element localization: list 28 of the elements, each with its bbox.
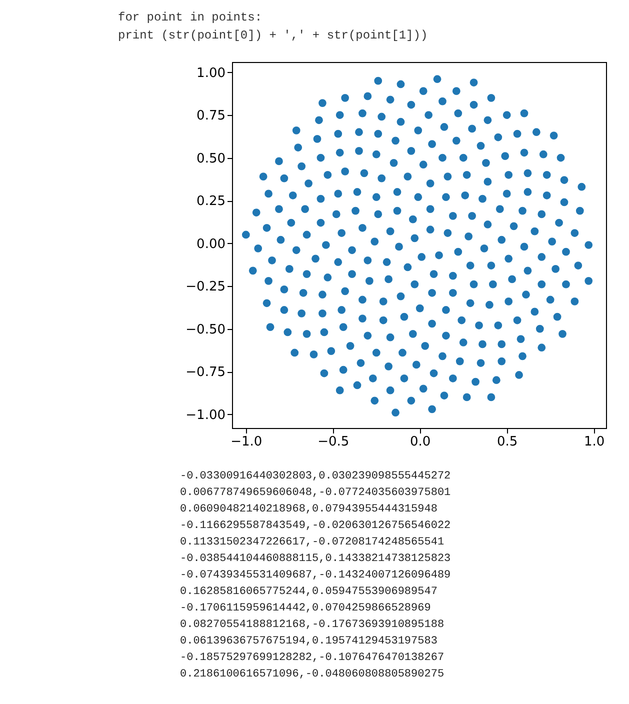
x-tick-label: 0.5 (497, 434, 518, 450)
text: 0.06090482140218968,0.07943955444315948 (180, 503, 438, 516)
x-tick-label: 0.0 (410, 434, 431, 450)
y-tick-label: 0.50 (196, 151, 226, 166)
y-tick-label: −0.75 (186, 365, 226, 380)
y-tick-label: 0.75 (196, 108, 226, 124)
text: -0.038544104460888115,0.14338214738125823 (180, 552, 451, 565)
y-tick-label: −1.00 (186, 408, 226, 423)
text: 0.2186100616571096,-0.048060808805890275 (180, 668, 444, 680)
text: -0.18575297699128282,-0.1076476470138267 (180, 652, 444, 664)
text: -0.07439345531409687,-0.14324007126096489 (180, 569, 451, 582)
text: 0.16285816065775244,0.05947553906989547 (180, 586, 438, 598)
y-tick-label: −0.50 (186, 322, 226, 338)
text: 0.11331502347226617,-0.07208174248565541 (180, 536, 444, 548)
text: 0.06139636757675194,0.19574129453197583 (180, 635, 438, 648)
x-tick-label: −1.0 (230, 434, 262, 450)
y-tick-label: 0.00 (196, 236, 226, 252)
y-tick-label: 1.00 (196, 66, 226, 81)
text: -0.1166295587843549,-0.020630126756546022 (180, 520, 451, 532)
text: 0.08270554188812168,-0.17673693910895188 (180, 618, 444, 631)
text: 0.006778749659606048,-0.07724035603975801 (180, 486, 452, 499)
chart-title: for point in points: print (str(point[0]) + ',' + str(point[1])) (118, 10, 428, 42)
y-tick-label: 0.25 (196, 194, 226, 210)
text: -0.03300916440302803,0.030239098555445272 (180, 470, 451, 482)
x-tick-label: 1.0 (584, 434, 605, 450)
x-tick-label: −0.5 (318, 434, 350, 450)
text: -0.1706115959614442,0.0704259866528969 (180, 602, 431, 614)
y-tick-label: −0.25 (186, 280, 226, 295)
